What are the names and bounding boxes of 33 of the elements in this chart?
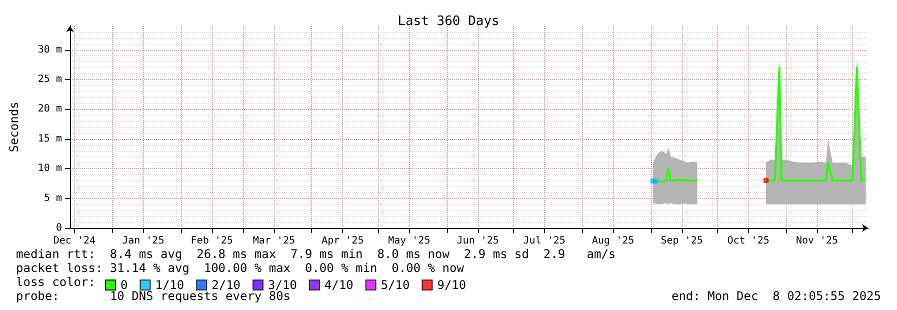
x-tick-label: Oct '25: [727, 236, 770, 246]
y-tick-label: 25 m: [38, 74, 62, 85]
legend-label: 5/10: [380, 278, 410, 292]
text: probe: 10 DNS requests every 80s: [16, 289, 291, 303]
legend-label: 0: [120, 278, 128, 292]
x-tick-label: Mar '25: [252, 236, 296, 246]
legend-label: 1/10: [155, 278, 184, 292]
y-tick-label: 15 m: [38, 133, 62, 144]
y-tick-label: 30 m: [38, 44, 62, 56]
x-tick-label: Jun '25: [456, 236, 499, 246]
legend-label: 3/10: [268, 278, 297, 292]
text: end: Mon Dec 8 02:05:55 2025: [671, 289, 881, 303]
y-tick-label: 20 m: [38, 104, 62, 115]
x-tick-label: Dec '24: [53, 236, 96, 246]
x-tick-label: Jan '25: [122, 236, 164, 246]
text: median rtt: 8.4 ms avg 26.8 ms max 7.9 ms min 8.0 ms now 2.9 ms sd 2.9 am/s: [16, 247, 616, 261]
x-tick-label: Nov '25: [796, 236, 838, 246]
legend-label: 4/10: [324, 278, 354, 292]
text: packet loss: 31.14 % avg 100.00 % max 0.00 % min 0.00 % now: [16, 261, 465, 275]
x-tick-label: Sep '25: [660, 236, 703, 246]
x-tick-label: Jul '25: [523, 236, 566, 246]
y-tick-label: 0: [56, 222, 62, 234]
legend-title: loss color:: [16, 275, 96, 289]
y-tick-label: 5 m: [44, 192, 62, 204]
x-tick-label: Apr '25: [322, 236, 364, 246]
x-tick-label: May '25: [388, 236, 430, 246]
y-tick-label: 10 m: [38, 163, 62, 174]
chart-title: Last 360 Days: [398, 14, 500, 29]
legend-label: 9/10: [437, 278, 466, 292]
x-tick-label: Feb '25: [190, 236, 233, 246]
x-tick-label: Aug '25: [592, 236, 634, 246]
y-axis-title: Seconds: [7, 102, 21, 152]
legend-label: 2/10: [212, 278, 241, 292]
